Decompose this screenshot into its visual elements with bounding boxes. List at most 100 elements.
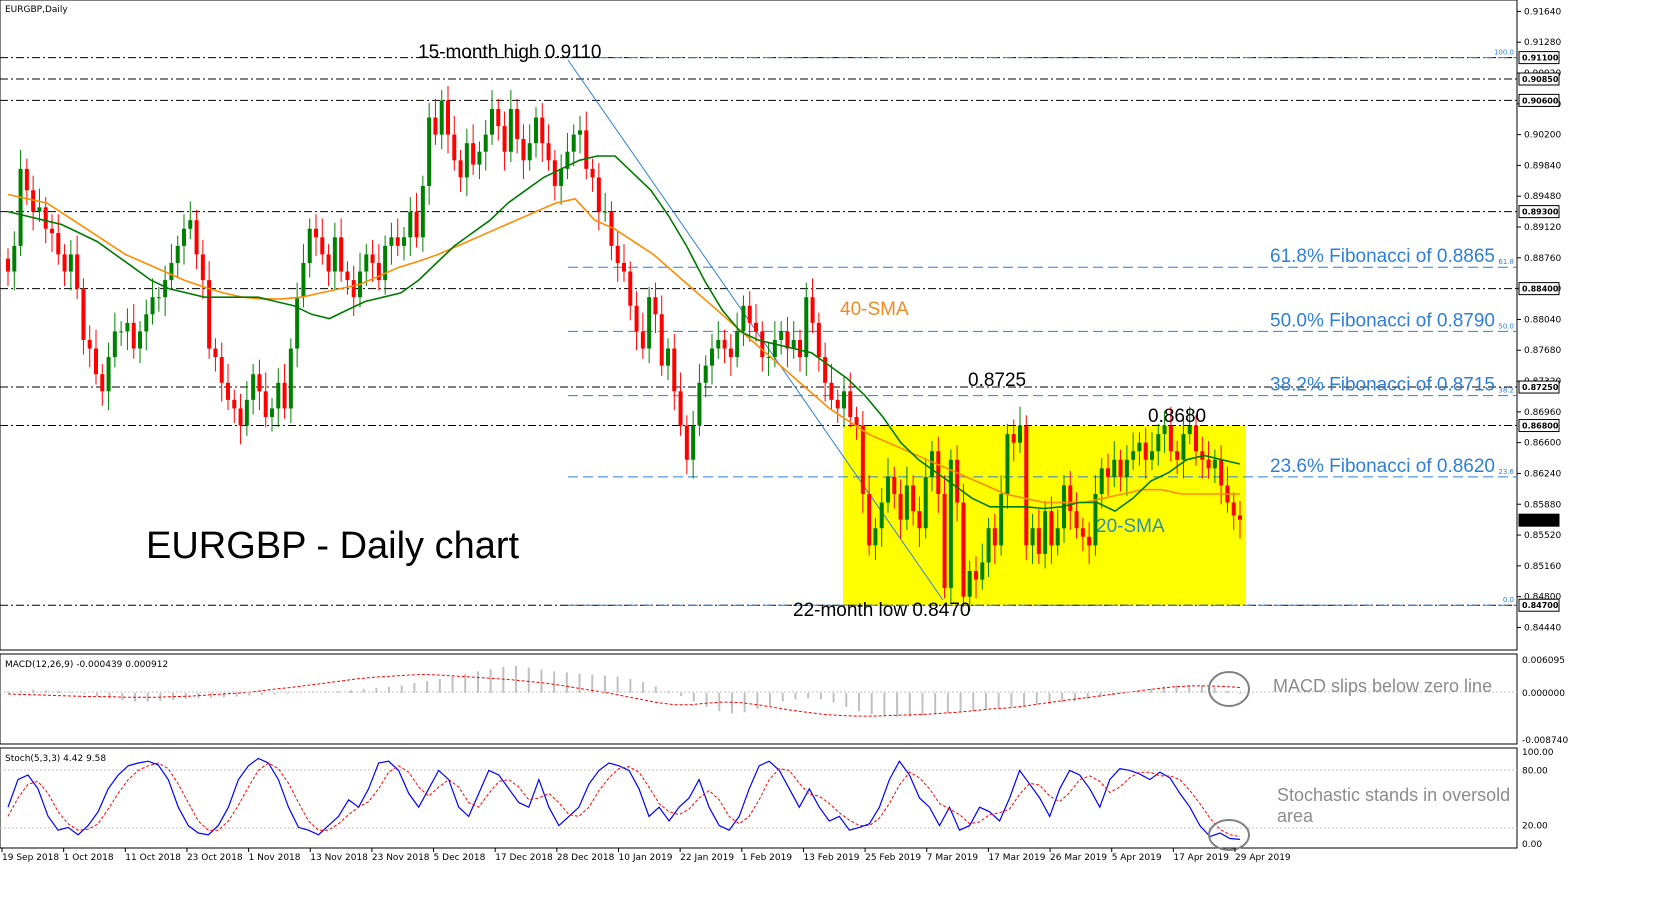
chart-title-annotation: EURGBP - Daily chart [146,525,520,567]
candle-body [722,339,727,349]
candle-body [923,476,928,529]
candle-body [961,502,966,597]
level-tag-box [1518,513,1560,527]
price-pane[interactable] [0,0,1518,651]
candle-body [697,382,702,426]
candle-body [244,399,249,426]
candle-body [584,130,589,169]
price-tick-label: 0.86960 [1524,408,1561,418]
fib-tag: 0.0 [1503,596,1514,604]
candle-body [452,134,457,161]
candle-body [992,528,997,546]
candle-body [18,168,23,246]
level-tag: 0.84700 [1522,601,1559,610]
candle-body [43,207,48,229]
candle-body [842,391,846,409]
level-tags: 0.91100 0.90850 0.90600 0.89300 0.88400 0.872… [1518,51,1560,612]
candle-body [754,322,758,332]
candle-body [232,399,237,409]
level-tag: 0.86800 [1522,422,1559,431]
candle-body [873,528,878,546]
price-tick-label: 0.84440 [1524,623,1561,633]
candle-body [106,357,111,392]
horizontal-levels [0,57,1517,606]
candle-body [703,365,708,383]
candle-body [150,297,155,315]
candle-body [1093,493,1098,546]
level-tag: 0.89300 [1522,208,1559,217]
candle-body [370,254,375,263]
candle-body [1231,502,1236,516]
candle-body [552,160,557,186]
fib-tag: 61.8 [1498,258,1514,266]
candle-body [860,425,865,494]
stoch-circle-marker [1208,819,1250,851]
candle-body [647,297,652,349]
candle-body [12,245,17,272]
candle-body [508,108,513,152]
stoch-tick-label: 20.00 [1522,822,1548,832]
macd-tick-label: -0.008740 [1522,736,1568,746]
candle-body [565,151,570,169]
candle-body [270,408,274,417]
candle-body [1124,459,1129,477]
sma40-label: 40-SMA [840,299,909,320]
candle-body [81,288,86,340]
time-tick-label: 1 Feb 2019 [742,853,793,863]
candle-body [1024,425,1029,546]
candle-body [24,168,29,191]
candle-body [282,382,287,409]
stoch-pane[interactable] [0,747,1518,849]
candle-body [87,339,92,349]
candle-body [867,493,872,546]
candle-body [112,331,117,358]
candle-body [716,339,721,349]
candle-body [741,305,746,332]
symbol-label: EURGBP,Daily [5,5,68,15]
macd-pane[interactable] [0,653,1518,745]
candle-body [917,511,922,529]
level-tag: 0.85694 [1522,516,1559,525]
candle-body [163,280,168,298]
level-tag-box [1518,419,1560,433]
candle-body [496,108,501,127]
stoch-tick-label: 100.00 [1522,748,1554,758]
candle-body [125,322,130,332]
candle-body [383,245,388,281]
candle-body [892,476,897,494]
price-tick-label: 0.90200 [1524,131,1561,141]
candle-body [829,382,834,400]
fib-tag: 100.0 [1494,49,1514,57]
candle-body [414,211,419,238]
candle-body [672,348,677,392]
candle-body [590,168,595,178]
candle-body [1036,528,1041,554]
candle-body [653,297,658,315]
candle-body [848,391,853,417]
candle-body [628,271,633,306]
candle-body [408,211,413,238]
candle-body [477,151,482,165]
sma20-line [7,155,1241,513]
time-tick-label: 17 Mar 2019 [988,853,1045,863]
candle-body [911,485,916,512]
candle-body [540,117,545,144]
candle-body [37,207,42,212]
price-tick-label: 0.87680 [1524,346,1561,356]
candle-body [766,357,771,359]
candle-body [1049,511,1054,546]
time-tick-label: 11 Oct 2018 [125,853,181,863]
candle-body [345,271,350,281]
time-tick-label: 25 Feb 2019 [865,853,921,863]
fib-label: 23.6% Fibonacci of 0.8620 [1270,456,1495,477]
sma40-line [7,193,1240,504]
stoch-tick-label: 80.00 [1522,766,1548,776]
candle-body [119,331,124,333]
candle-body [295,297,300,349]
candle-body [571,134,576,152]
candle-body [810,297,815,323]
macd-note: MACD slips below zero line [1273,676,1492,696]
time-axis: 19 Sep 2018 1 Oct 2018 11 Oct 2018 23 Oct 2… [1,848,1291,863]
